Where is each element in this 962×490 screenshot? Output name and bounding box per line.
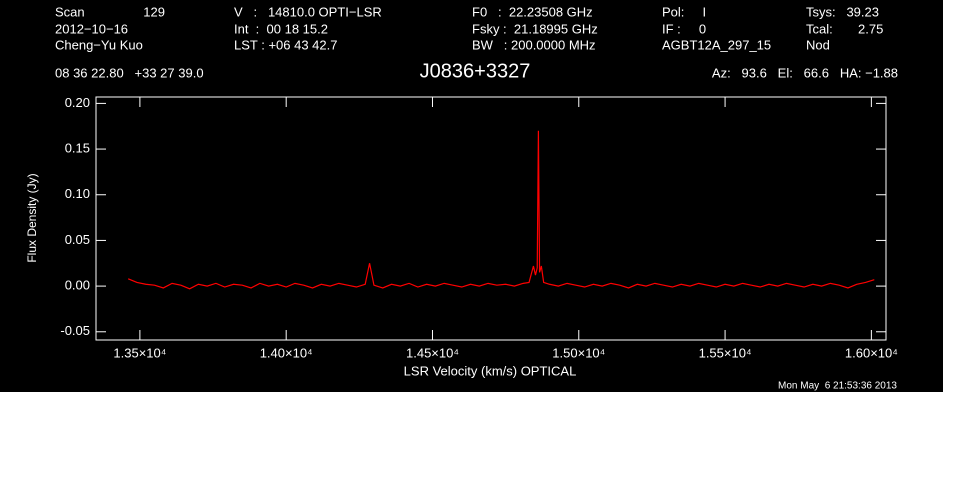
- header-field: 2012−10−16: [55, 21, 128, 36]
- header-field: LST : +06 43 42.7: [234, 37, 337, 52]
- x-tick-label: 1.45×10⁴: [406, 345, 459, 360]
- y-tick-label: 0.10: [65, 186, 90, 201]
- header-field: IF : 0: [662, 21, 706, 36]
- header-field: Tsys: 39.23: [806, 4, 879, 19]
- header-field: BW : 200.0000 MHz: [472, 37, 596, 52]
- header-field: Int : 00 18 15.2: [234, 21, 328, 36]
- y-tick-label: 0.20: [65, 95, 90, 110]
- spectrum-line: [127, 130, 875, 290]
- header-field: 08 36 22.80 +33 27 39.0: [55, 65, 204, 80]
- x-tick-label: 1.55×10⁴: [699, 345, 752, 360]
- header-field: AGBT12A_297_15: [662, 37, 771, 52]
- header-field: Fsky : 21.18995 GHz: [472, 21, 598, 36]
- y-tick-label: 0.15: [65, 141, 90, 156]
- chart-title: J0836+3327: [420, 60, 531, 82]
- x-tick-label: 1.60×10⁴: [845, 345, 898, 360]
- header-field: Tcal: 2.75: [806, 21, 883, 36]
- header-field: Pol: I: [662, 4, 706, 19]
- header-field: Nod: [806, 37, 830, 52]
- x-tick-label: 1.40×10⁴: [260, 345, 313, 360]
- header-field: 129: [143, 4, 165, 19]
- timestamp: Mon May 6 21:53:36 2013: [778, 381, 897, 392]
- background: [0, 0, 943, 392]
- header-field: Cheng−Yu Kuo: [55, 37, 143, 52]
- plot-frame: [95, 96, 887, 341]
- x-tick-label: 1.50×10⁴: [552, 345, 605, 360]
- header-field: Scan: [55, 4, 85, 19]
- header-field: F0 : 22.23508 GHz: [472, 4, 593, 19]
- y-tick-label: -0.05: [60, 323, 90, 338]
- y-axis-label: Flux Density (Jy): [25, 173, 39, 262]
- y-tick-label: 0.00: [65, 278, 90, 293]
- header-field: Az: 93.6 El: 66.6 HA: −1.88: [712, 65, 898, 80]
- x-tick-label: 1.35×10⁴: [113, 345, 166, 360]
- y-tick-label: 0.05: [65, 232, 90, 247]
- x-axis-label: LSR Velocity (km/s) OPTICAL: [404, 363, 577, 378]
- header-field: V : 14810.0 OPTI−LSR: [234, 4, 382, 19]
